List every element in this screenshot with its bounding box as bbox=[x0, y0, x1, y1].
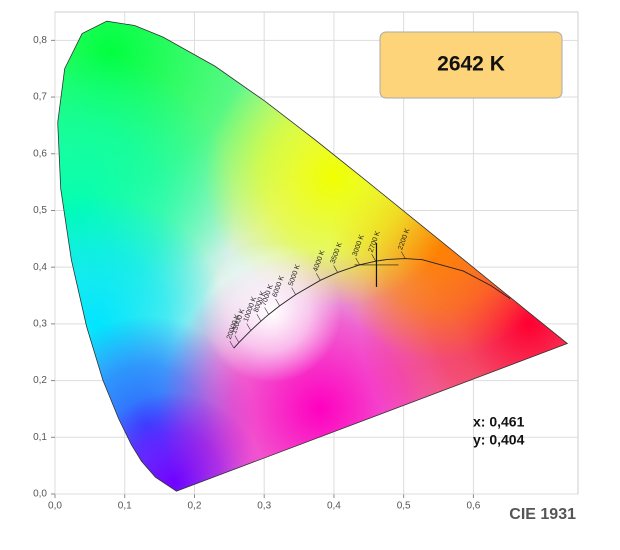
isotemperature-tick bbox=[401, 251, 406, 259]
y-coordinate: y: 0,404 bbox=[473, 432, 525, 448]
x-tick-label: 0,2 bbox=[188, 501, 202, 512]
x-tick-label: 0,6 bbox=[466, 501, 480, 512]
current-point bbox=[354, 242, 399, 287]
spectral-locus bbox=[57, 20, 569, 492]
x-tick-label: 0,0 bbox=[48, 501, 62, 512]
isotemperature-tick bbox=[256, 314, 262, 322]
x-tick-label: 0,3 bbox=[257, 501, 271, 512]
x-tick-label: 0,5 bbox=[397, 501, 411, 512]
isotemperature-tick bbox=[291, 287, 296, 295]
y-tick-label: 0,8 bbox=[33, 35, 47, 46]
isotemperature-tick bbox=[333, 265, 338, 273]
y-tick-label: 0,1 bbox=[33, 432, 47, 443]
isotemperature-tick bbox=[316, 273, 321, 281]
isotemperature-tick bbox=[234, 335, 240, 343]
y-tick-label: 0,4 bbox=[33, 262, 47, 273]
caption: CIE 1931 bbox=[509, 506, 576, 523]
y-tick-label: 0,7 bbox=[33, 92, 47, 103]
x-tick-label: 0,1 bbox=[118, 501, 132, 512]
x-tick-label: 0,4 bbox=[327, 501, 341, 512]
isotemperature-tick bbox=[371, 254, 376, 262]
y-tick-label: 0,0 bbox=[33, 489, 47, 500]
y-tick-label: 0,2 bbox=[33, 375, 47, 386]
y-tick-label: 0,6 bbox=[33, 148, 47, 159]
isotemperature-tick bbox=[355, 257, 360, 266]
cct-box bbox=[379, 31, 563, 99]
isotemperature-tick bbox=[246, 323, 252, 331]
y-tick-label: 0,5 bbox=[33, 205, 47, 216]
x-coordinate: x: 0,461 bbox=[473, 414, 525, 430]
isotemperature-tick bbox=[275, 298, 280, 306]
y-tick-label: 0,3 bbox=[33, 319, 47, 330]
cct-label: 2642 K bbox=[437, 53, 505, 76]
isotemperature-tick bbox=[264, 307, 269, 315]
isotemperature-tick bbox=[229, 340, 235, 349]
